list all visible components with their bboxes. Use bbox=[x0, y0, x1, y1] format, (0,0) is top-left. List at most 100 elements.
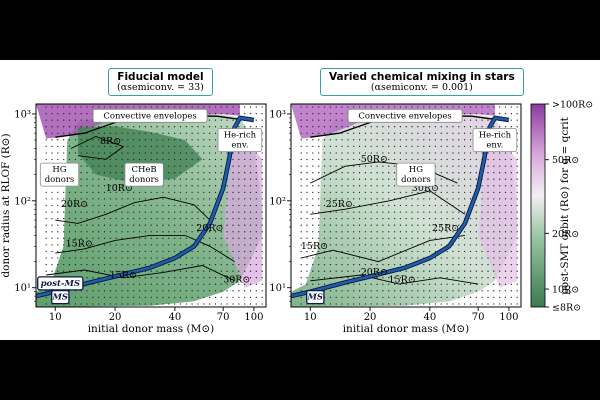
right-grid-dot bbox=[458, 303, 460, 305]
left-grid-dot bbox=[255, 277, 257, 279]
left-grid-dot bbox=[249, 191, 252, 194]
right-grid-dot bbox=[504, 283, 507, 285]
left-grid-dot bbox=[203, 270, 205, 272]
left-region-text: CHeB bbox=[131, 165, 156, 175]
right-grid-dot bbox=[475, 290, 477, 292]
right-grid-dot bbox=[481, 270, 483, 272]
right-grid-dot bbox=[341, 152, 343, 154]
right-grid-dot bbox=[487, 244, 489, 246]
left-grid-dot bbox=[51, 263, 53, 266]
right-grid-dot bbox=[382, 139, 384, 141]
right-grid-dot bbox=[364, 132, 367, 134]
right-grid-dot bbox=[376, 191, 378, 194]
right-grid-dot bbox=[446, 303, 448, 305]
right-grid-dot bbox=[499, 204, 501, 207]
left-grid-dot bbox=[226, 231, 228, 233]
right-grid-dot bbox=[434, 303, 437, 305]
right-grid-dot bbox=[318, 158, 320, 161]
left-grid-dot bbox=[208, 112, 211, 115]
left-grid-dot bbox=[232, 257, 234, 259]
right-grid-dot bbox=[300, 132, 302, 134]
right-grid-dot bbox=[388, 139, 390, 141]
left-grid-dot bbox=[179, 191, 182, 194]
right-grid-dot bbox=[347, 250, 349, 253]
left-grid-dot bbox=[185, 132, 187, 134]
right-grid-dot bbox=[428, 296, 431, 299]
right-grid-dot bbox=[499, 270, 501, 272]
right-grid-dot bbox=[458, 106, 460, 108]
left-grid-dot bbox=[173, 303, 176, 305]
right-grid-dot bbox=[417, 250, 419, 253]
right-grid-dot bbox=[376, 145, 378, 148]
right-x-tick-label: 70 bbox=[472, 312, 485, 323]
left-grid-dot bbox=[179, 231, 182, 233]
left-grid-dot bbox=[133, 290, 135, 292]
right-grid-dot bbox=[516, 185, 518, 187]
right-grid-dot bbox=[510, 277, 512, 279]
right-grid-dot bbox=[452, 178, 454, 180]
right-grid-dot bbox=[370, 165, 372, 167]
right-grid-dot bbox=[335, 152, 337, 154]
left-grid-dot bbox=[103, 178, 106, 180]
left-grid-dot bbox=[92, 250, 94, 253]
left-grid-dot bbox=[92, 204, 94, 207]
left-grid-dot bbox=[179, 126, 182, 128]
left-grid-dot bbox=[197, 283, 199, 285]
right-grid-dot bbox=[300, 224, 302, 226]
right-contour-line bbox=[310, 274, 479, 285]
right-grid-dot bbox=[370, 158, 372, 161]
right-grid-dot bbox=[417, 257, 419, 259]
left-grid-dot bbox=[98, 217, 100, 220]
right-grid-dot bbox=[440, 145, 442, 148]
right-grid-dot bbox=[306, 198, 308, 200]
right-grid-dot bbox=[388, 198, 390, 200]
left-grid-dot bbox=[232, 106, 234, 108]
right-grid-dot bbox=[446, 139, 448, 141]
right-grid-dot bbox=[463, 132, 466, 134]
right-grid-dot bbox=[469, 112, 472, 115]
left-grid-dot bbox=[109, 224, 112, 226]
right-grid-dot bbox=[510, 217, 512, 220]
right-grid-dot bbox=[516, 224, 518, 226]
left-grid-dot bbox=[179, 139, 182, 141]
right-grid-dot bbox=[306, 244, 308, 246]
left-grid-dot bbox=[144, 296, 147, 299]
left-grid-dot bbox=[45, 126, 47, 128]
right-grid-dot bbox=[335, 165, 337, 167]
left-grid-dot bbox=[220, 165, 222, 167]
right-grid-dot bbox=[300, 283, 302, 285]
right-grid-dot bbox=[446, 132, 448, 134]
left-grid-dot bbox=[115, 283, 117, 285]
right-grid-dot bbox=[364, 217, 367, 220]
right-grid-dot bbox=[516, 119, 518, 121]
left-grid-dot bbox=[244, 263, 246, 266]
right-grid-dot bbox=[393, 204, 396, 207]
right-grid-dot bbox=[312, 217, 314, 220]
right-grid-dot bbox=[329, 126, 332, 128]
right-grid-dot bbox=[382, 250, 384, 253]
left-grid-dot bbox=[244, 204, 246, 207]
right-grid-dot bbox=[376, 263, 378, 266]
left-grid-dot bbox=[244, 277, 246, 279]
right-grid-dot bbox=[399, 204, 402, 207]
right-grid-dot bbox=[329, 270, 332, 272]
right-grid-dot bbox=[353, 250, 355, 253]
right-grid-dot bbox=[463, 277, 466, 279]
left-grid-dot bbox=[232, 191, 234, 194]
right-grid-dot bbox=[376, 290, 378, 292]
left-grid-dot bbox=[150, 250, 152, 253]
right-contour-line bbox=[310, 190, 466, 215]
right-grid-dot bbox=[329, 263, 332, 266]
left-grid-dot bbox=[214, 250, 217, 253]
right-grid-dot bbox=[493, 250, 495, 253]
left-grid-dot bbox=[121, 191, 123, 194]
left-grid-dot bbox=[232, 303, 234, 305]
right-grid-dot bbox=[481, 250, 483, 253]
right-grid-dot bbox=[481, 237, 483, 239]
left-grid-dot bbox=[45, 244, 47, 246]
right-grid-dot bbox=[411, 198, 413, 200]
right-grid-dot bbox=[463, 112, 466, 115]
right-grid-dot bbox=[411, 204, 413, 207]
right-grid-dot bbox=[463, 178, 466, 180]
left-dot-grid bbox=[45, 106, 263, 305]
